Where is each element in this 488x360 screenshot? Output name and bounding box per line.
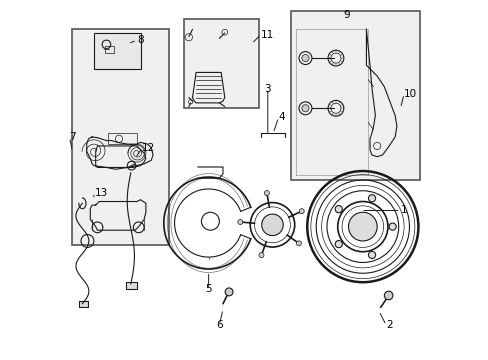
FancyBboxPatch shape [72,30,169,244]
Circle shape [367,195,375,202]
Text: 9: 9 [343,10,349,20]
Circle shape [388,223,395,230]
Text: 2: 2 [386,320,392,330]
Text: 5: 5 [205,284,211,294]
Circle shape [258,253,264,258]
Circle shape [224,288,233,296]
Bar [126,282,137,289]
FancyBboxPatch shape [94,33,140,69]
FancyBboxPatch shape [290,12,419,180]
Circle shape [261,214,283,235]
Text: 10: 10 [403,89,416,99]
Text: 1: 1 [400,206,407,216]
Text: 7: 7 [69,132,76,142]
Text: 8: 8 [137,35,143,45]
Text: 11: 11 [260,30,273,40]
Text: 3: 3 [264,84,270,94]
Text: 12: 12 [142,143,155,153]
Circle shape [301,54,308,62]
Text: 4: 4 [278,112,285,122]
Text: 6: 6 [216,320,222,330]
FancyBboxPatch shape [183,19,258,108]
Circle shape [348,212,376,241]
Circle shape [296,241,301,246]
Bar [79,301,88,307]
Circle shape [334,206,342,213]
Circle shape [334,240,342,248]
Circle shape [367,251,375,258]
Circle shape [384,291,392,300]
Bar [108,134,137,144]
Circle shape [264,190,269,195]
Text: 13: 13 [94,188,108,198]
Circle shape [301,105,308,112]
Bar [104,46,113,53]
Circle shape [237,220,243,225]
Circle shape [299,209,304,214]
